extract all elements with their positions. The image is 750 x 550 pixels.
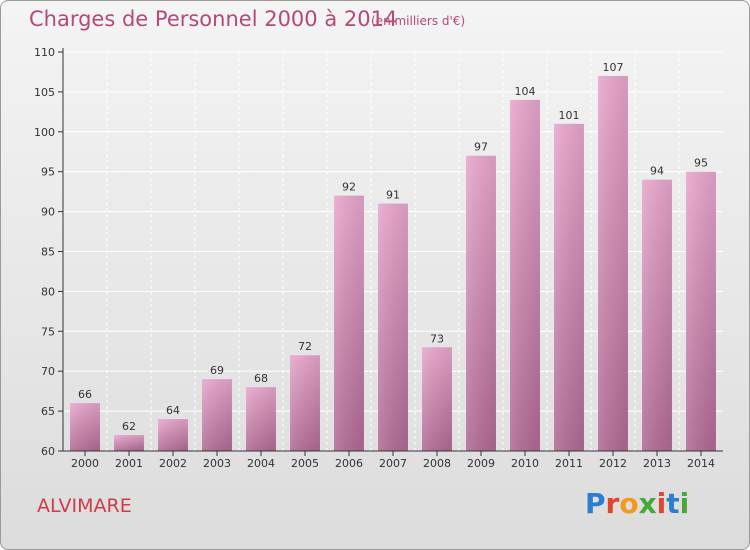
data-label: 72 — [298, 340, 312, 353]
x-tick-label: 2013 — [643, 457, 671, 470]
data-label: 68 — [254, 372, 268, 385]
data-label: 97 — [474, 141, 488, 154]
x-tick-label: 2012 — [599, 457, 627, 470]
data-label: 66 — [78, 388, 92, 401]
logo-letter: i — [656, 487, 667, 520]
logo-letter: x — [638, 487, 657, 520]
bar-shade — [290, 355, 320, 451]
x-tick-label: 2002 — [159, 457, 187, 470]
x-tick-label: 2011 — [555, 457, 583, 470]
x-tick-label: 2007 — [379, 457, 407, 470]
bar-shade — [334, 195, 364, 451]
y-tick-label: 70 — [41, 365, 55, 378]
x-tick-label: 2000 — [71, 457, 99, 470]
y-tick-label: 105 — [34, 86, 55, 99]
logo-letter: o — [619, 487, 639, 520]
logo-letter: t — [666, 487, 680, 520]
data-label: 94 — [650, 165, 664, 178]
bar-shade — [598, 75, 628, 451]
data-label: 92 — [342, 181, 356, 194]
y-tick-label: 95 — [41, 166, 55, 179]
logo-letter: i — [679, 487, 690, 520]
bar-shade — [466, 155, 496, 452]
bar-shade — [554, 123, 584, 451]
logo-letter: P — [585, 487, 606, 520]
x-tick-label: 2005 — [291, 457, 319, 470]
chart-subtitle: (en milliers d'€) — [371, 14, 466, 28]
y-tick-label: 65 — [41, 405, 55, 418]
chart-title: Charges de Personnel 2000 à 2014 — [29, 7, 398, 31]
data-label: 64 — [166, 404, 180, 417]
data-label: 69 — [210, 364, 224, 377]
y-tick-label: 110 — [34, 46, 55, 59]
axes: 60 65 70 75 80 85 90 95 100 105 110 2000 2001 2002 200… — [34, 46, 723, 470]
x-tick-label: 2003 — [203, 457, 231, 470]
y-tick-label: 90 — [41, 206, 55, 219]
x-tick-label: 2014 — [687, 457, 715, 470]
x-tick-label: 2009 — [467, 457, 495, 470]
data-label: 104 — [515, 85, 536, 98]
commune-name: ALVIMARE — [37, 495, 132, 517]
bar-shade — [510, 99, 540, 451]
y-tick-label: 60 — [41, 445, 55, 458]
x-tick-label: 2004 — [247, 457, 275, 470]
logo-letter: r — [605, 487, 620, 520]
data-label: 91 — [386, 189, 400, 202]
x-tick-label: 2010 — [511, 457, 539, 470]
bar-shade — [70, 403, 100, 451]
data-label: 95 — [694, 157, 708, 170]
data-label: 101 — [559, 109, 580, 122]
bar-shade — [686, 171, 716, 451]
bar-shade — [422, 347, 452, 451]
data-label: 107 — [603, 61, 624, 74]
proxiti-logo[interactable]: Proxiti — [585, 487, 689, 520]
y-tick-label: 75 — [41, 325, 55, 338]
bar-shade — [114, 435, 144, 451]
x-tick-label: 2008 — [423, 457, 451, 470]
bars: 66 62 64 69 68 72 92 91 73 97 104 101 107 94 95 — [70, 61, 716, 452]
y-tick-label: 85 — [41, 246, 55, 259]
x-tick-label: 2001 — [115, 457, 143, 470]
bar-shade — [378, 203, 408, 451]
bar-shade — [158, 419, 188, 451]
bar-shade — [202, 379, 232, 451]
data-label: 73 — [430, 332, 444, 345]
data-label: 62 — [122, 420, 136, 433]
bar-shade — [246, 387, 276, 451]
x-tick-label: 2006 — [335, 457, 363, 470]
y-tick-label: 100 — [34, 126, 55, 139]
bar-shade — [642, 179, 672, 451]
y-tick-label: 80 — [41, 285, 55, 298]
